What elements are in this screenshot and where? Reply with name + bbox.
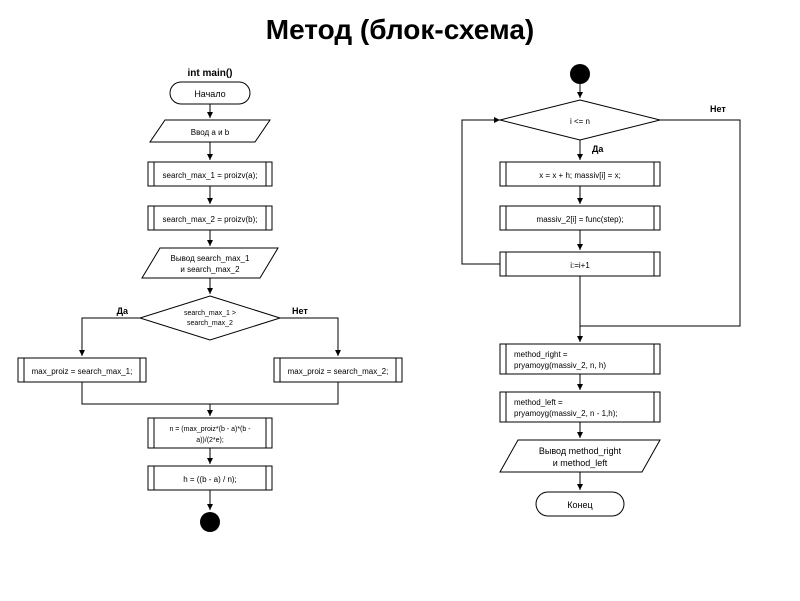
connector-out-node <box>200 512 220 532</box>
decision1-text-l1: search_max_1 > <box>184 310 236 317</box>
method-right-l2: pryamoyg(massiv_2, n, h) <box>514 361 606 370</box>
loop1-text: x = x + h; massiv[i] = x; <box>539 171 621 180</box>
proc2-text: search_max_2 = proizv(b); <box>163 215 258 224</box>
right-flowchart: i <= n Да Нет x = x + h; massiv[i] = x; … <box>462 64 740 516</box>
proc-no-text: max_proiz = search_max_2; <box>288 367 389 376</box>
proc1-text: search_max_1 = proizv(a); <box>163 171 258 180</box>
output2-l1: Вывод method_right <box>539 446 622 456</box>
loop2-text: massiv_2[i] = func(step); <box>537 215 624 224</box>
yes-label-1: Да <box>117 306 129 316</box>
method-left-l1: method_left = <box>514 398 563 407</box>
output1-text-l2: и search_max_2 <box>180 265 240 274</box>
proc-yes-text: max_proiz = search_max_1; <box>32 367 133 376</box>
start-text: Начало <box>194 89 225 99</box>
decision1-node <box>140 296 280 340</box>
end-text: Конец <box>567 500 592 510</box>
method-left-l2: pryamoyg(massiv_2, n - 1,h); <box>514 409 618 418</box>
loop3-text: i:=i+1 <box>570 261 590 270</box>
proc-h-text: h = ((b - a) / n); <box>183 475 237 484</box>
output2-l2: и method_left <box>553 458 608 468</box>
decision2-text: i <= n <box>570 117 590 126</box>
no-label-2: Нет <box>710 104 726 114</box>
output1-text-l1: Вывод search_max_1 <box>171 254 250 263</box>
left-flowchart: int main() Начало Ввод a и b search_max_… <box>18 68 402 532</box>
method-right-l1: method_right = <box>514 350 568 359</box>
main-label: int main() <box>188 68 233 79</box>
proc-n-text-l2: a))/(2*e); <box>196 437 224 444</box>
page-title: Метод (блок-схема) <box>0 0 800 46</box>
proc-n-text-l1: n = (max_proiz*(b - a)*(b - <box>169 426 251 433</box>
yes-label-2: Да <box>592 144 604 154</box>
input-text: Ввод a и b <box>191 128 230 137</box>
connector-in-node <box>570 64 590 84</box>
decision1-text-l2: search_max_2 <box>187 320 233 327</box>
flowchart-diagram: int main() Начало Ввод a и b search_max_… <box>0 46 800 596</box>
no-label-1: Нет <box>292 306 308 316</box>
